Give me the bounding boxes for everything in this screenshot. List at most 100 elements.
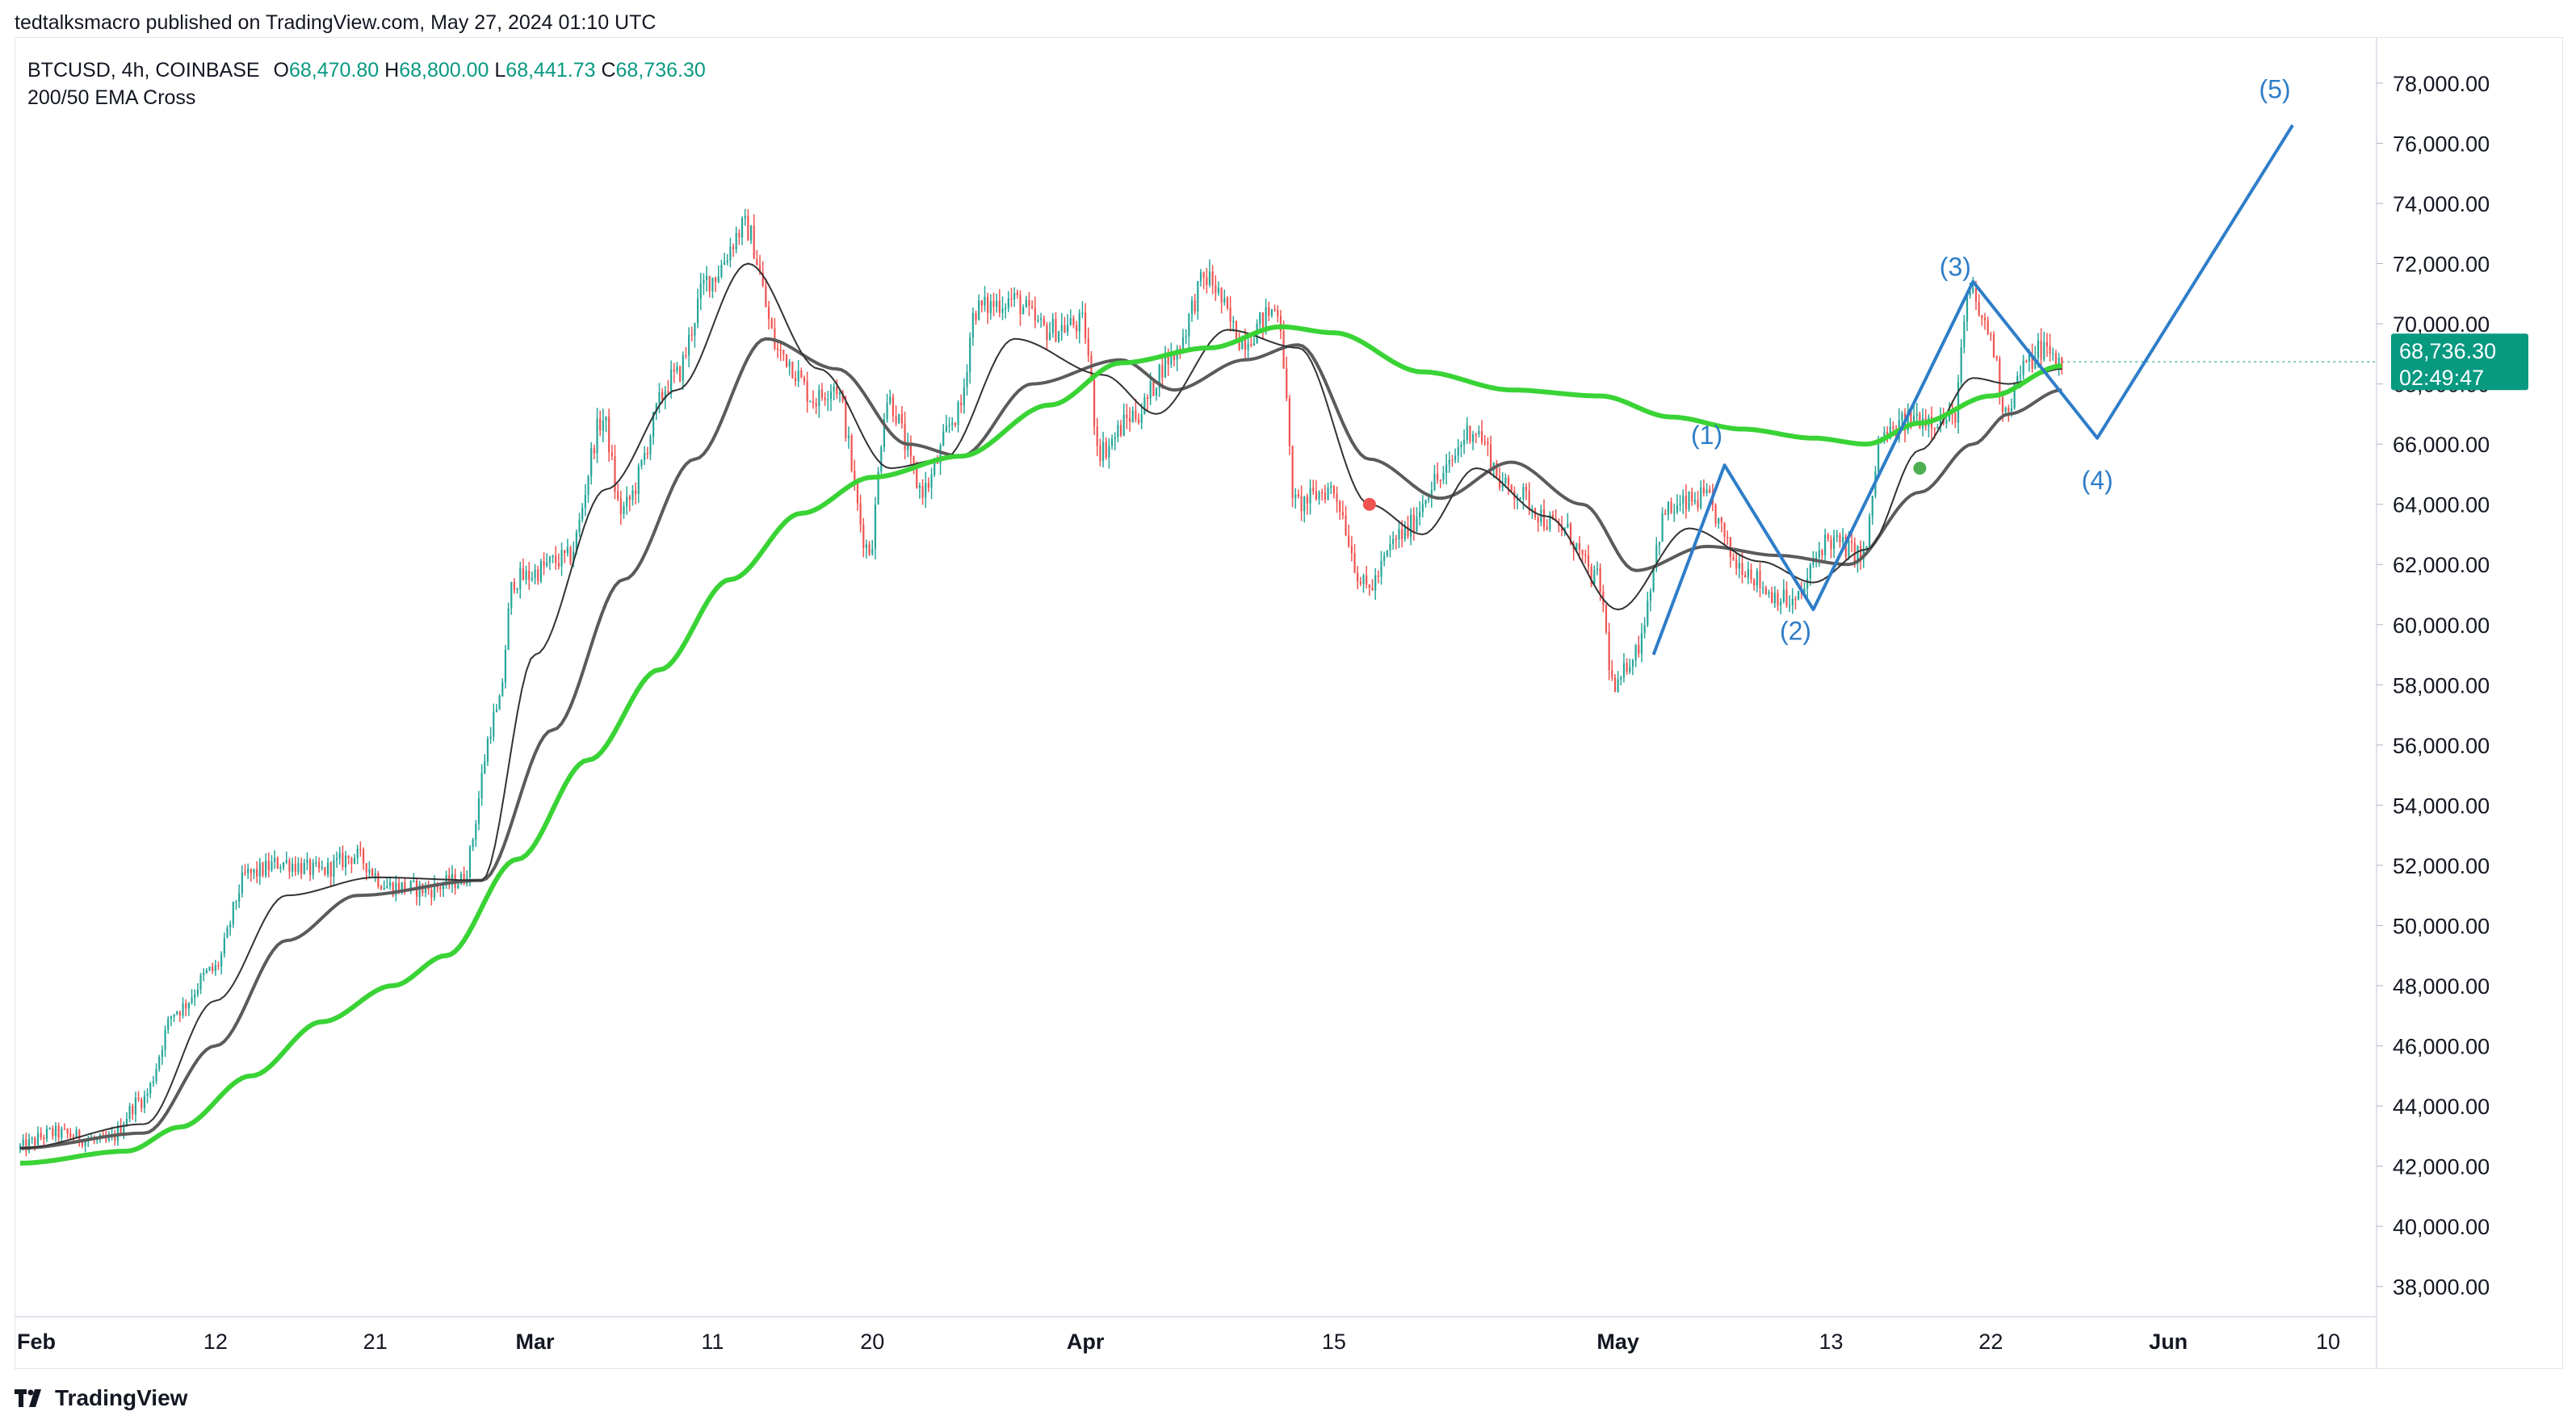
candle-body: [788, 361, 791, 367]
candle-body: [2043, 341, 2045, 360]
candle-body: [267, 861, 270, 870]
candle-body: [1383, 555, 1386, 561]
candle-body: [886, 403, 888, 420]
candle-body: [978, 299, 980, 320]
candle-body: [442, 885, 445, 890]
candle-body: [767, 307, 770, 320]
candle-body: [717, 276, 720, 283]
candle-body: [1647, 601, 1649, 626]
candle-body: [84, 1140, 86, 1146]
candle-body: [740, 218, 744, 237]
x-tick-label: 13: [1819, 1330, 1843, 1354]
candle-body: [1087, 338, 1089, 356]
chart-svg[interactable]: (1) (2) (3) (4) (5) 38,000.00 40,000.00 42,000…: [15, 38, 2562, 1368]
candle-body: [1999, 358, 2001, 398]
candle-body: [1368, 584, 1370, 588]
signal-layer: [1362, 461, 1927, 511]
candle-body: [247, 869, 250, 873]
y-tick-label: 64,000.00: [2393, 493, 2490, 517]
candle-body: [841, 392, 844, 401]
candle-body: [459, 873, 463, 885]
candle-body: [652, 412, 655, 437]
candle-body: [2031, 354, 2033, 369]
candle-body: [217, 965, 220, 967]
candle-body: [815, 403, 817, 407]
candle-body: [791, 361, 794, 379]
candle-body: [57, 1125, 60, 1138]
candle-body: [178, 1011, 181, 1016]
candle-body: [75, 1129, 78, 1138]
candle-body: [1584, 554, 1587, 556]
candle-body: [1466, 425, 1468, 441]
candle-body: [628, 496, 631, 500]
candle-body: [1229, 308, 1231, 322]
candle-body: [1069, 317, 1072, 325]
candle-body: [335, 858, 338, 861]
chart-frame[interactable]: (1) (2) (3) (4) (5) 38,000.00 40,000.00 42,000…: [15, 37, 2563, 1369]
candle-body: [1437, 474, 1439, 480]
candle-body: [918, 485, 921, 488]
candle-body: [128, 1106, 131, 1119]
candle-body: [1259, 312, 1261, 325]
candle-body: [930, 475, 933, 488]
candle-body: [865, 544, 868, 548]
candle-body: [173, 1014, 175, 1017]
candle-body: [1034, 308, 1036, 321]
candle-body: [1131, 410, 1134, 422]
candle-body: [537, 569, 539, 582]
candle-body: [2008, 408, 2010, 412]
candle-body: [1217, 287, 1220, 293]
candle-body: [1324, 492, 1326, 500]
candle-body: [564, 550, 566, 554]
candle-body: [856, 480, 859, 504]
candle-body: [543, 561, 545, 566]
candle-body: [1759, 571, 1761, 588]
candle-body: [1128, 418, 1131, 422]
candle-body: [1587, 555, 1590, 567]
candle-body: [54, 1125, 57, 1137]
candle-body: [1241, 337, 1244, 350]
candle-body: [1990, 333, 1992, 336]
candle-body: [1386, 550, 1388, 556]
candle-body: [397, 882, 401, 893]
candle-body: [1877, 442, 1880, 471]
candle-body: [854, 471, 856, 481]
wave-label: (4): [2082, 466, 2113, 495]
candle-body: [2004, 408, 2007, 413]
candle-body: [1631, 660, 1634, 667]
open-value: 68,470.80: [288, 59, 380, 82]
candle-body: [1688, 492, 1690, 509]
candle-body: [116, 1125, 120, 1141]
candle-body: [212, 966, 214, 971]
candle-body: [480, 773, 483, 798]
candle-body: [587, 475, 589, 496]
candle-body: [288, 860, 291, 872]
candle-body: [1901, 413, 1903, 421]
candle-body: [457, 884, 459, 889]
candle-body: [2049, 346, 2051, 354]
candle-body: [1798, 591, 1800, 600]
candle-body: [1235, 320, 1238, 342]
candle-body: [170, 1016, 172, 1020]
candle-body: [1019, 295, 1022, 315]
candle-body: [146, 1093, 149, 1096]
candle-body: [1611, 669, 1613, 678]
candle-body: [619, 498, 622, 514]
candle-body: [285, 860, 287, 863]
candle-body: [362, 849, 365, 864]
candle-body: [34, 1137, 36, 1145]
candle-body: [1309, 488, 1311, 504]
candle-body: [300, 863, 303, 874]
candle-body: [1581, 549, 1584, 555]
candle-body: [463, 873, 465, 884]
candle-body: [1738, 563, 1740, 569]
candle-body: [1300, 496, 1303, 512]
candle-body: [519, 568, 522, 589]
candle-body: [404, 882, 406, 891]
candle-body: [1723, 522, 1726, 538]
candle-body: [996, 300, 998, 307]
candle-body: [635, 490, 637, 494]
candle-body: [548, 556, 551, 563]
close-value: 68,736.30: [615, 59, 706, 82]
candle-body: [31, 1137, 33, 1140]
